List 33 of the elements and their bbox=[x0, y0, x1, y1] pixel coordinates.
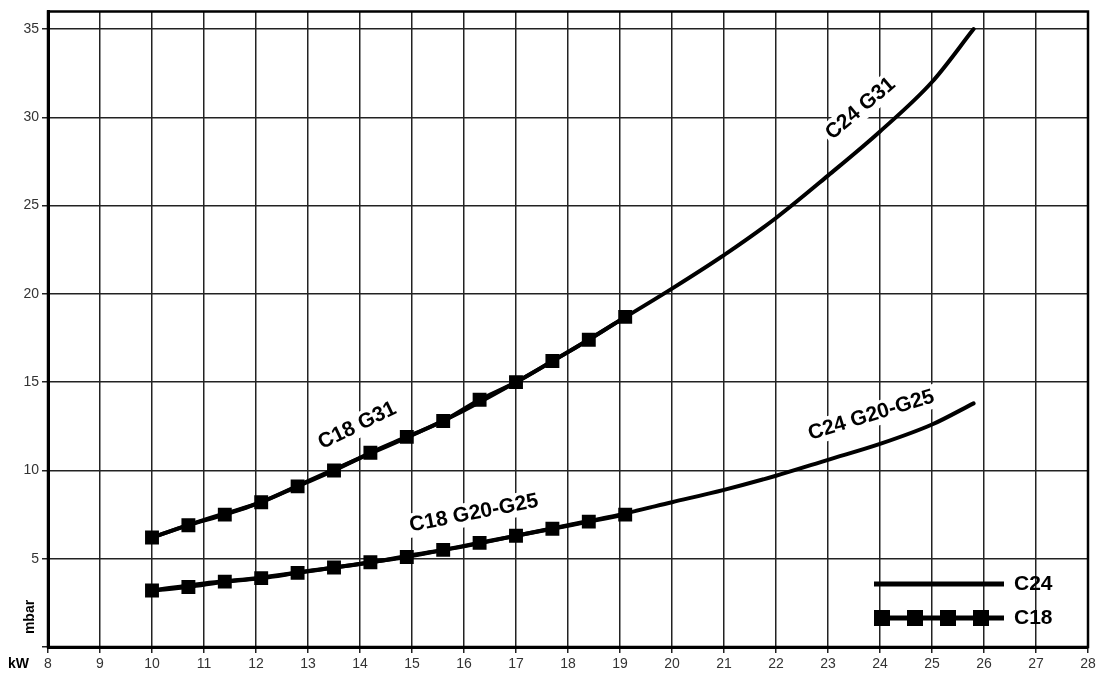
x-tick-label: 12 bbox=[248, 655, 264, 672]
y-tick-label: 25 bbox=[23, 196, 40, 213]
y-tick-label: 10 bbox=[23, 461, 40, 478]
y-tick-label: 30 bbox=[23, 108, 40, 125]
y-tick-label: 20 bbox=[23, 284, 40, 301]
x-tick-label: 20 bbox=[664, 655, 680, 672]
x-tick-label: 18 bbox=[560, 655, 576, 672]
y-tick-label: 35 bbox=[23, 19, 40, 36]
x-tick-label: 11 bbox=[196, 655, 212, 672]
x-tick-label: 13 bbox=[300, 655, 316, 672]
x-tick-label: 14 bbox=[352, 655, 368, 672]
x-tick-label: 15 bbox=[404, 655, 420, 672]
x-tick-label: 17 bbox=[508, 655, 524, 672]
x-tick-label: 28 bbox=[1080, 655, 1096, 672]
x-tick-label: 8 bbox=[44, 655, 53, 672]
x-tick-label: 21 bbox=[716, 655, 732, 672]
y-tick-label: 5 bbox=[31, 549, 40, 566]
x-tick-label: 10 bbox=[144, 655, 160, 672]
x-tick-label: 19 bbox=[612, 655, 628, 672]
x-tick-label: 9 bbox=[96, 655, 105, 672]
annotation: C18 G31 bbox=[313, 395, 400, 453]
x-tick-label: 23 bbox=[820, 655, 836, 672]
x-tick-label: 16 bbox=[456, 655, 472, 672]
y-axis-title: mbar bbox=[20, 599, 37, 635]
annotation: C18 G20-G25 bbox=[407, 487, 541, 536]
x-tick-label: 22 bbox=[768, 655, 784, 672]
annotation: C24 G31 bbox=[820, 71, 900, 144]
x-tick-label: 25 bbox=[924, 655, 940, 672]
x-tick-label: 24 bbox=[872, 655, 888, 672]
x-tick-label: 27 bbox=[1028, 655, 1044, 672]
x-axis-title: kW bbox=[8, 654, 30, 671]
y-tick-label: 15 bbox=[23, 373, 40, 390]
x-tick-label: 26 bbox=[976, 655, 992, 672]
